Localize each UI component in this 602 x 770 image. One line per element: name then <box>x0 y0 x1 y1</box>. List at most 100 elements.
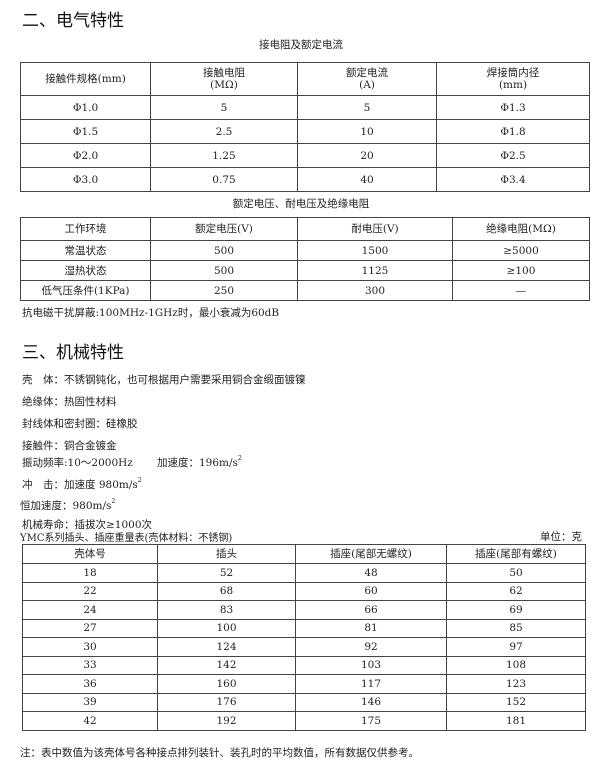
table-cell: 97 <box>446 637 586 657</box>
table-cell: 39 <box>22 692 158 712</box>
table-cell: 192 <box>157 711 296 731</box>
table-cell: 22 <box>22 581 158 601</box>
table2-caption: 额定电压、耐电压及绝缘电阻 <box>232 198 370 210</box>
table-cell: 117 <box>295 674 447 694</box>
table-cell: 146 <box>295 692 447 712</box>
table-cell: 83 <box>157 600 296 620</box>
column-header: 焊接筒内径 (mm) <box>436 62 590 96</box>
table-cell: 175 <box>295 711 447 731</box>
header-text: 焊接筒内径 <box>486 67 540 79</box>
table-cell: 92 <box>295 637 447 657</box>
table-row: Φ1.5 2.5 10 Φ1.8 <box>20 119 590 144</box>
weight-table: 壳体号 插头 插座(尾部无螺纹) 插座(尾部有螺纹) 18 52 48 50 22 68 60 62 2… <box>22 544 586 731</box>
spec-line: 壳 体：不锈钢钝化，也可根据用户需要采用铜合金缎面镀镍 <box>22 374 306 386</box>
header-text: 接触电阻 <box>203 67 245 79</box>
table-row: 24 83 66 69 <box>22 600 586 620</box>
table-row: 低气压条件(1KPa) 250 300— <box>20 280 590 301</box>
table-cell: 20 <box>297 143 437 168</box>
table-cell: 52 <box>157 563 296 583</box>
table-cell: 0.75 <box>150 167 298 192</box>
table-cell: ≥100 <box>452 260 590 281</box>
table-cell: ≥5000 <box>452 240 590 261</box>
header-row: 工作环境 额定电压(V) 耐电压(V) 绝缘电阻(MΩ) <box>20 217 590 241</box>
table-cell: 500 <box>150 240 298 261</box>
table-row: 30 124 92 97 <box>22 637 586 657</box>
table-row: 湿热状态 500 1125 ≥100 <box>20 260 590 281</box>
table-cell: 66 <box>295 600 447 620</box>
table-row: 常温状态 500 1500 ≥5000 <box>20 240 590 261</box>
table-row: 42 192 175 181 <box>22 711 586 731</box>
table-cell: 300 <box>297 280 453 301</box>
table-cell: 124 <box>157 637 296 657</box>
table3-caption: YMC系列插头、插座重量表(壳体材料：不锈钢) <box>20 533 233 544</box>
table-cell: Φ3.4 <box>436 167 590 192</box>
table-cell: 1500 <box>297 240 453 261</box>
table-cell: — <box>452 280 590 301</box>
header-text: 额定电流 <box>346 67 388 79</box>
header-row: 接触件规格(mm) 接触电阻 (MΩ) 额定电流 (A) 焊接筒内径 (mm) <box>20 62 590 96</box>
table-cell: 108 <box>446 655 586 675</box>
table-cell: 1.25 <box>150 143 298 168</box>
table-cell: 36 <box>22 674 158 694</box>
table-cell: 123 <box>446 674 586 694</box>
header-text: (mm) <box>498 79 528 91</box>
table-row: Φ2.0 1.25 20 Φ2.5 <box>20 143 590 168</box>
table-cell: Φ1.0 <box>20 95 151 120</box>
table-cell: 42 <box>22 711 158 731</box>
shock-line: 冲 击：加速度 980m/s2 <box>22 477 142 491</box>
column-header: 额定电流 (A) <box>297 62 437 96</box>
table-cell: 62 <box>446 581 586 601</box>
spec-line: 封线体和密封圈：硅橡胶 <box>22 418 138 430</box>
column-header: 插座(尾部无螺纹) <box>295 544 447 564</box>
mechanical-life-line: 机械寿命：插拔次≥1000次 <box>22 519 153 531</box>
table-cell: 181 <box>446 711 586 731</box>
table-cell: Φ1.8 <box>436 119 590 144</box>
column-header: 接触电阻 (MΩ) <box>150 62 298 96</box>
emi-note: 抗电磁干扰屏蔽:100MHz-1GHz时，最小衰减为60dB <box>22 307 280 319</box>
column-header: 接触件规格(mm) <box>20 62 151 96</box>
table-cell: 160 <box>157 674 296 694</box>
table-cell: 24 <box>22 600 158 620</box>
table-row: 36 160 117 123 <box>22 674 586 694</box>
table-cell: 176 <box>157 692 296 712</box>
table-cell: 18 <box>22 563 158 583</box>
table-cell: 低气压条件(1KPa) <box>20 280 151 301</box>
table-cell: 81 <box>295 618 447 638</box>
table1-caption: 接电阻及额定电流 <box>259 39 343 51</box>
table-cell: 152 <box>446 692 586 712</box>
table-cell: 103 <box>295 655 447 675</box>
table-cell: Φ1.5 <box>20 119 151 144</box>
table-cell: 1125 <box>297 260 453 281</box>
table-cell: 33 <box>22 655 158 675</box>
vibration-acceleration: 加速度：196m/s2 <box>157 455 242 469</box>
table-cell: Φ1.3 <box>436 95 590 120</box>
table-row: 18 52 48 50 <box>22 563 586 583</box>
table-cell: 50 <box>446 563 586 583</box>
table-cell: 100 <box>157 618 296 638</box>
table-cell: 5 <box>150 95 298 120</box>
table-cell: 48 <box>295 563 447 583</box>
column-header: 插座(尾部有螺纹) <box>446 544 586 564</box>
section2-heading: 二、电气特性 <box>22 11 124 31</box>
table-cell: 常温状态 <box>20 240 151 261</box>
column-header: 工作环境 <box>20 217 151 241</box>
table-cell: 湿热状态 <box>20 260 151 281</box>
voltage-insulation-table: 工作环境 额定电压(V) 耐电压(V) 绝缘电阻(MΩ) 常温状态 500 1500 ≥500… <box>20 217 590 301</box>
table-cell: 250 <box>150 280 298 301</box>
unit-label: 单位：克 <box>540 531 582 543</box>
constant-acceleration-line: 恒加速度：980m/s2 <box>20 498 116 512</box>
column-header: 绝缘电阻(MΩ) <box>452 217 590 241</box>
table-cell: 5 <box>297 95 437 120</box>
table-cell: Φ2.0 <box>20 143 151 168</box>
table-cell: 30 <box>22 637 158 657</box>
section3-heading: 三、机械特性 <box>22 343 124 363</box>
table-cell: Φ3.0 <box>20 167 151 192</box>
table-cell: 69 <box>446 600 586 620</box>
table-row: 39 176 146 152 <box>22 692 586 712</box>
footnote: 注：表中数值为该壳体号各种接点排列装针、装孔时的平均数值，所有数据仅供参考。 <box>20 747 419 759</box>
vibration-frequency: 振动频率:10～2000Hz <box>22 457 133 469</box>
column-header: 插头 <box>157 544 296 564</box>
column-header: 壳体号 <box>22 544 158 564</box>
table-cell: 85 <box>446 618 586 638</box>
table-cell: 500 <box>150 260 298 281</box>
